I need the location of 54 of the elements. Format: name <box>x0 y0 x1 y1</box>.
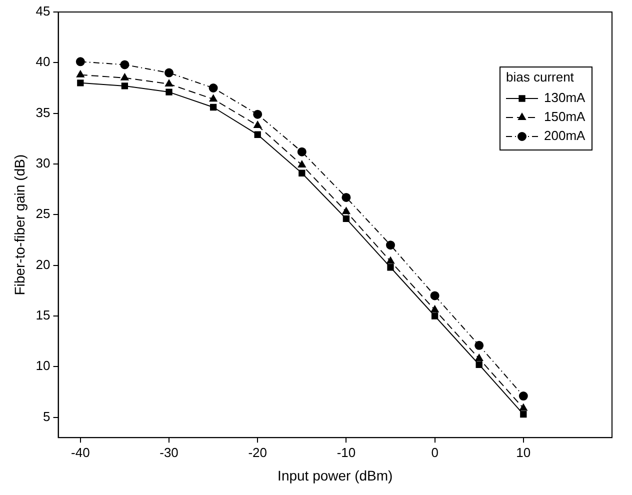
point <box>165 79 173 86</box>
point <box>475 354 484 362</box>
point <box>254 131 261 138</box>
point <box>298 170 306 176</box>
point <box>254 120 262 128</box>
point <box>342 192 351 202</box>
point <box>210 104 217 111</box>
x-tick-label: -10 <box>336 444 356 460</box>
legend-label: 150mA <box>544 109 586 124</box>
y-tick-label: 10 <box>36 358 50 374</box>
point <box>386 256 394 264</box>
point <box>166 88 172 96</box>
y-tick-label: 35 <box>36 104 50 120</box>
point <box>121 82 128 90</box>
x-axis-title: Input power (dBm) <box>278 467 393 484</box>
y-tick-label: 45 <box>36 4 50 19</box>
x-tick-label: 10 <box>516 444 531 460</box>
legend-title: bias current <box>506 70 574 85</box>
y-tick-label: 40 <box>36 54 50 70</box>
point <box>387 264 394 271</box>
legend-label: 200mA <box>544 128 586 144</box>
point <box>520 410 527 418</box>
point <box>519 404 528 411</box>
point <box>430 305 439 312</box>
point <box>431 312 438 320</box>
point <box>209 94 218 102</box>
point <box>253 110 262 119</box>
x-tick-label: 0 <box>431 444 438 460</box>
y-axis-title: Fiber-to-fiber gain (dB) <box>11 154 28 296</box>
point <box>342 215 350 222</box>
y-tick-label: 5 <box>43 408 50 424</box>
point <box>430 291 440 300</box>
point <box>297 147 306 156</box>
point <box>476 361 482 368</box>
point <box>518 392 528 401</box>
x-tick-label: -40 <box>71 444 90 460</box>
point <box>120 60 130 70</box>
point <box>76 70 84 78</box>
y-tick-label: 25 <box>36 206 50 222</box>
point <box>77 80 84 86</box>
point <box>208 84 218 92</box>
point <box>298 160 306 168</box>
y-tick-label: 15 <box>36 308 50 323</box>
legend-label: 130mA <box>544 90 586 106</box>
point <box>164 68 174 78</box>
y-tick-label: 30 <box>36 156 50 171</box>
y-tick-label: 20 <box>36 256 50 272</box>
point <box>76 57 85 66</box>
point <box>342 207 350 214</box>
x-tick-label: -30 <box>160 444 178 460</box>
point <box>474 340 484 350</box>
x-tick-label: -20 <box>248 444 268 460</box>
point <box>386 240 396 250</box>
point <box>120 73 129 80</box>
